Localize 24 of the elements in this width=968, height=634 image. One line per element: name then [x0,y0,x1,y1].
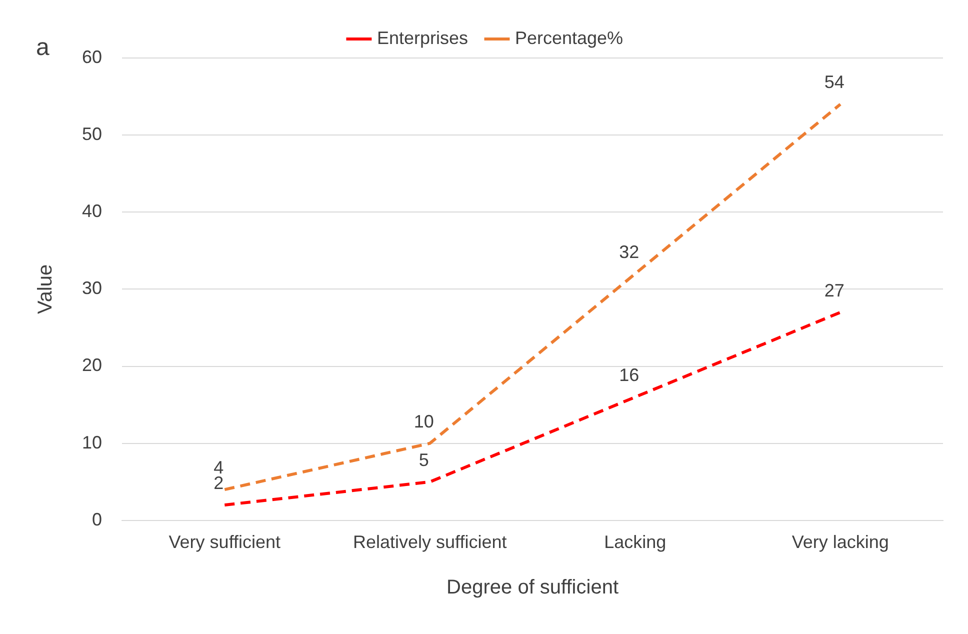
line-series [223,102,842,492]
data-label: 27 [824,280,844,300]
data-label: 32 [619,242,640,262]
x-axis-title: Degree of sufficient [446,576,619,599]
legend-label: Enterprises [376,28,468,48]
x-tick-label: Lacking [604,532,666,552]
line-series [223,310,842,506]
y-tick-label: 50 [82,124,102,144]
data-label: 16 [619,365,640,386]
y-tick-label: 40 [82,201,102,222]
y-tick-label: 30 [82,278,102,298]
y-axis-title: Value [34,264,57,314]
x-tick-label: Relatively sufficient [353,532,507,552]
x-tick-label: Very sufficient [168,532,281,552]
y-tick-label: 0 [92,509,102,530]
text: a [36,34,50,62]
data-label: 5 [418,450,429,470]
x-tick-label: Very lacking [792,532,889,552]
y-tick-label: 10 [82,432,102,452]
data-label: 10 [414,411,434,432]
y-tick-label: 20 [82,355,102,376]
data-label: 54 [824,72,844,92]
y-tick-label: 60 [82,46,102,67]
legend-label: Percentage% [514,28,624,48]
